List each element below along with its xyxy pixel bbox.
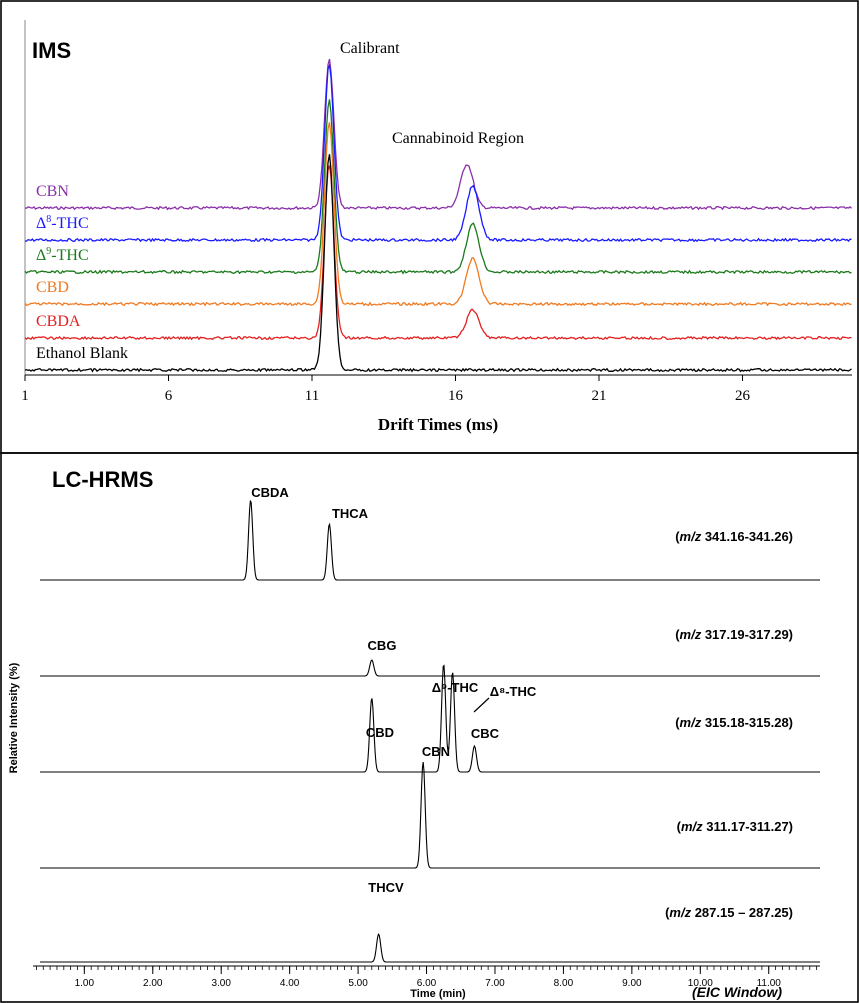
lc-x-tick-label: 10.00 (688, 978, 713, 989)
lchrms-x-axis-label: Time (min) (410, 988, 466, 1000)
lchrms-y-axis-label: Relative Intensity (%) (8, 662, 20, 773)
lc-trace-3 (40, 664, 820, 773)
lc-x-tick-label: 8.00 (554, 978, 574, 989)
cannabinoid-region-annotation: Cannabinoid Region (392, 130, 524, 147)
peak-label-cbd: CBD (366, 725, 394, 740)
eic-window-4: (m/z 311.17-311.27) (677, 819, 793, 834)
peak-label-cbn: CBN (422, 744, 450, 759)
lc-trace-2 (40, 659, 820, 677)
lc-x-tick-label: 9.00 (622, 978, 642, 989)
lc-trace-5 (40, 933, 820, 963)
ims-series-label-cbn: CBN (36, 183, 69, 200)
lc-x-tick-label: 4.00 (280, 978, 300, 989)
peak-label-thcv: THCV (368, 880, 404, 895)
lc-x-tick-label: 1.00 (75, 978, 95, 989)
ims-x-tick-label: 16 (448, 388, 464, 404)
lc-trace-1 (40, 500, 820, 581)
eic-window-1: (m/z 341.16-341.26) (675, 529, 793, 544)
ims-x-tick-label: 26 (735, 388, 751, 404)
eic-window-2: (m/z 317.19-317.29) (675, 627, 793, 642)
ims-trace-cbd (24, 122, 852, 307)
peak-label-thca: THCA (332, 506, 369, 521)
ims-series-label-thc: Δ9-THC (36, 246, 89, 264)
lchrms-panel-label: LC-HRMS (52, 467, 153, 492)
ims-series-label-cbda: CBDA (36, 313, 81, 330)
lchrms-panel-frame (0, 452, 859, 1003)
lc-x-tick-label: 3.00 (211, 978, 231, 989)
eic-window-5: (m/z 287.15 – 287.25) (665, 905, 793, 920)
ims-series-label-ethanol-blank: Ethanol Blank (36, 345, 128, 362)
eic-window-3: (m/z 315.18-315.28) (675, 715, 793, 730)
lc-x-tick-label: 5.00 (348, 978, 368, 989)
ims-series-label-thc: Δ8-THC (36, 214, 89, 232)
lc-x-tick-label: 7.00 (485, 978, 505, 989)
ims-panel-frame (0, 0, 859, 454)
lc-trace-4 (40, 762, 820, 869)
ims-panel-label: IMS (32, 38, 71, 63)
lc-x-tick-label: 6.00 (417, 978, 437, 989)
ims-series-label-cbd: CBD (36, 279, 69, 296)
delta8-leader-line (473, 697, 490, 713)
ims-trace-cbn (24, 58, 852, 211)
ims-trace-ethanol-blank (24, 154, 852, 373)
ims-trace-cbda (24, 165, 852, 341)
ims-x-tick-label: 21 (592, 388, 607, 404)
lchrms-panel: LC-HRMS Relative Intensity (%) CBDA THCA C… (8, 467, 820, 1000)
ims-x-axis-label: Drift Times (ms) (378, 415, 498, 434)
peak-label-cbg: CBG (368, 638, 397, 653)
ims-x-tick-label: 6 (165, 388, 173, 404)
ims-x-tick-label: 11 (305, 388, 319, 404)
ims-trace-thc (24, 62, 852, 243)
peak-label-thc: Δ⁸-THC (490, 684, 537, 699)
calibrant-annotation: Calibrant (340, 40, 400, 57)
eic-window-label: (EIC Window) (692, 984, 782, 1000)
ims-x-tick-label: 1 (21, 388, 29, 404)
lc-x-tick-label: 11.00 (757, 978, 782, 989)
peak-label-cbc: CBC (471, 726, 500, 741)
peak-label-thc: Δ⁹-THC (432, 680, 479, 695)
peak-label-cbda: CBDA (251, 485, 289, 500)
lc-x-tick-label: 2.00 (143, 978, 163, 989)
ims-trace-thc (24, 99, 852, 275)
